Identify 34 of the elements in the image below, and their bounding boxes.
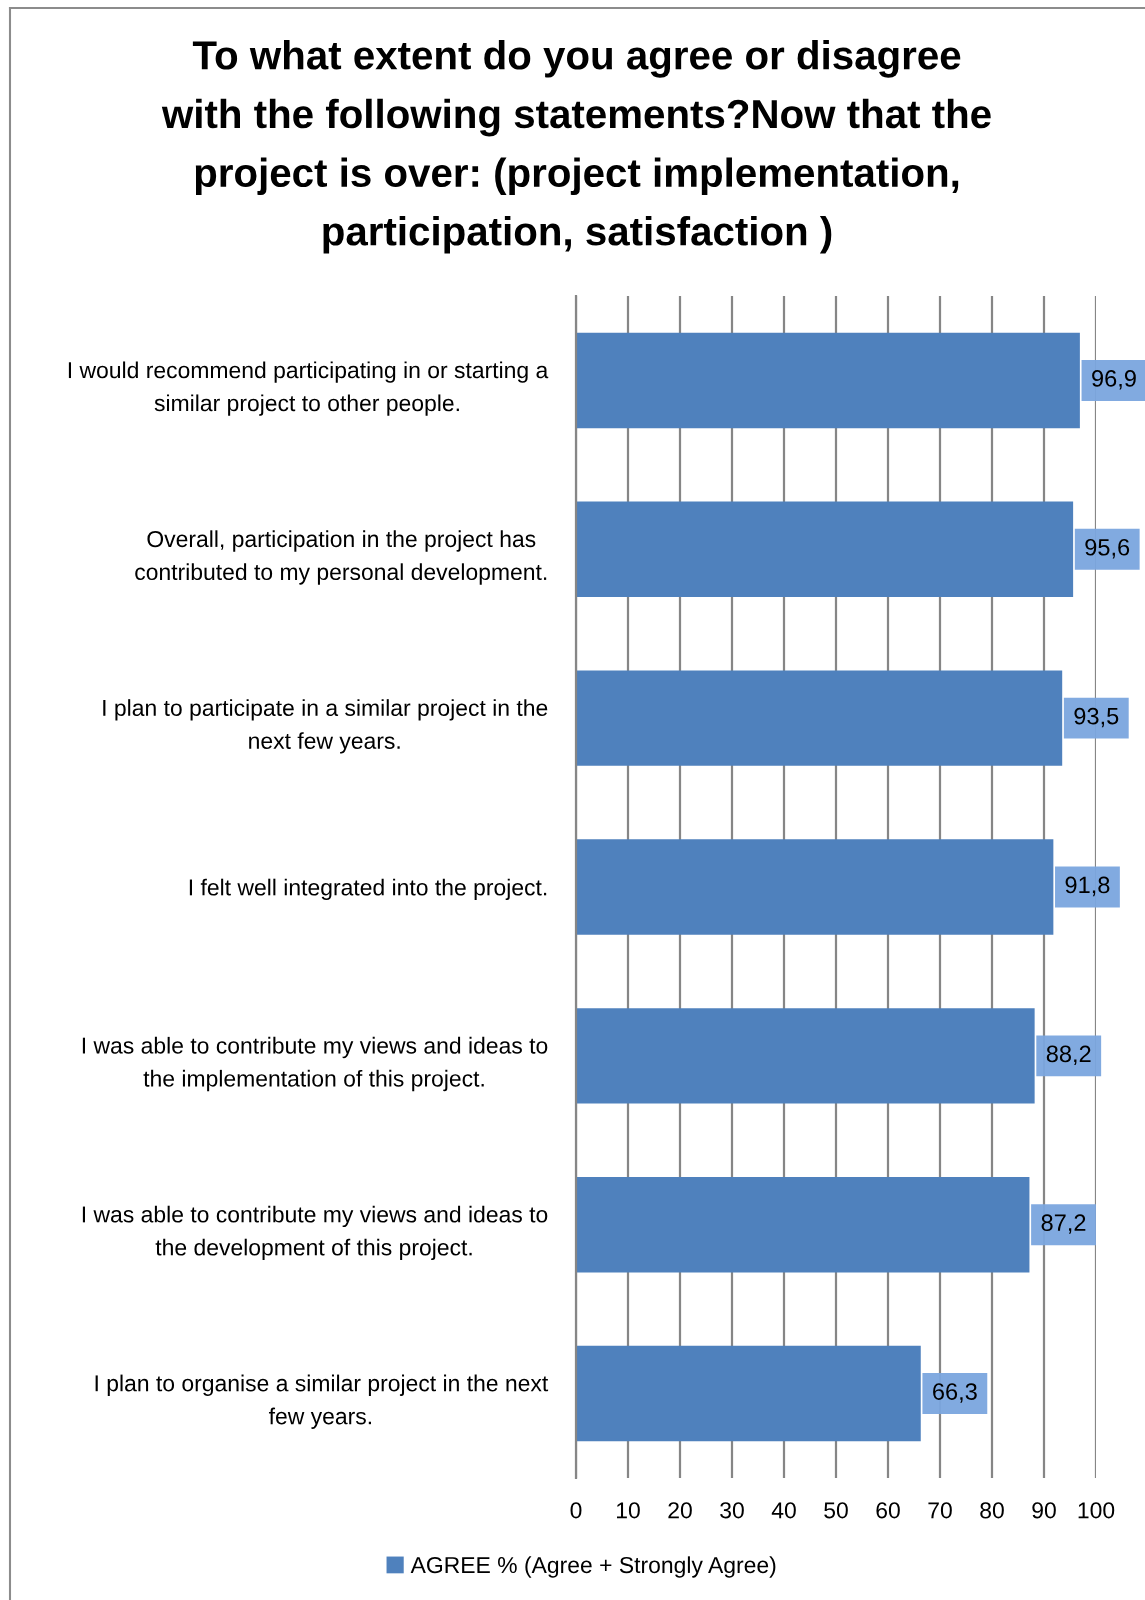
bar xyxy=(576,1008,1035,1104)
x-tick-label: 10 xyxy=(617,1502,640,1519)
y-tick-label: I was able to contribute my views and ideas to the implementation of this project. xyxy=(82,1036,548,1092)
x-tick-label: 80 xyxy=(980,1502,1004,1519)
x-tick-label: 40 xyxy=(771,1502,796,1519)
y-tick-label: Overall, participation in the project has contributed to my personal development. xyxy=(135,530,547,585)
x-tick-label: 0 xyxy=(570,1502,582,1519)
bar xyxy=(576,332,1080,429)
bar xyxy=(576,1177,1030,1273)
x-tick-label: 20 xyxy=(668,1502,692,1519)
data-label: 96,9 xyxy=(1092,370,1136,390)
x-tick-label: 60 xyxy=(876,1502,900,1519)
y-tick-label: I plan to organise a similar project in the next few years. xyxy=(95,1374,549,1429)
data-label: 88,2 xyxy=(1046,1045,1091,1065)
bar xyxy=(576,839,1054,935)
data-label: 66,3 xyxy=(933,1383,977,1403)
x-tick-label: 30 xyxy=(720,1502,744,1519)
data-label: 95,6 xyxy=(1085,538,1130,559)
bar xyxy=(576,501,1074,597)
y-tick-label: I felt well integrated into the project. xyxy=(189,878,547,901)
chart-title: To what extent do you agree or disagree with the following statements?Now that the project is over: (project implementation, participation, satisfaction ) xyxy=(161,40,991,254)
data-label: 87,2 xyxy=(1041,1214,1086,1234)
y-tick-label: I was able to contribute my views and ideas to the development of this project. xyxy=(82,1205,548,1261)
data-label: 91,8 xyxy=(1065,876,1110,897)
x-tick-label: 100 xyxy=(1078,1502,1115,1519)
x-tick-label: 50 xyxy=(824,1502,848,1519)
data-label: 93,5 xyxy=(1074,707,1119,728)
y-tick-label: I plan to participate in a similar project in the next few years. xyxy=(103,699,548,754)
legend-label: AGREE % (Agree + Strongly Agree) xyxy=(410,1556,776,1578)
x-tick-label: 90 xyxy=(1032,1502,1056,1519)
bar xyxy=(576,670,1063,766)
x-tick-label: 70 xyxy=(928,1502,952,1519)
bar xyxy=(576,1345,921,1442)
y-tick-label: I would recommend participating in or starting a similar project to other people. xyxy=(68,361,549,416)
